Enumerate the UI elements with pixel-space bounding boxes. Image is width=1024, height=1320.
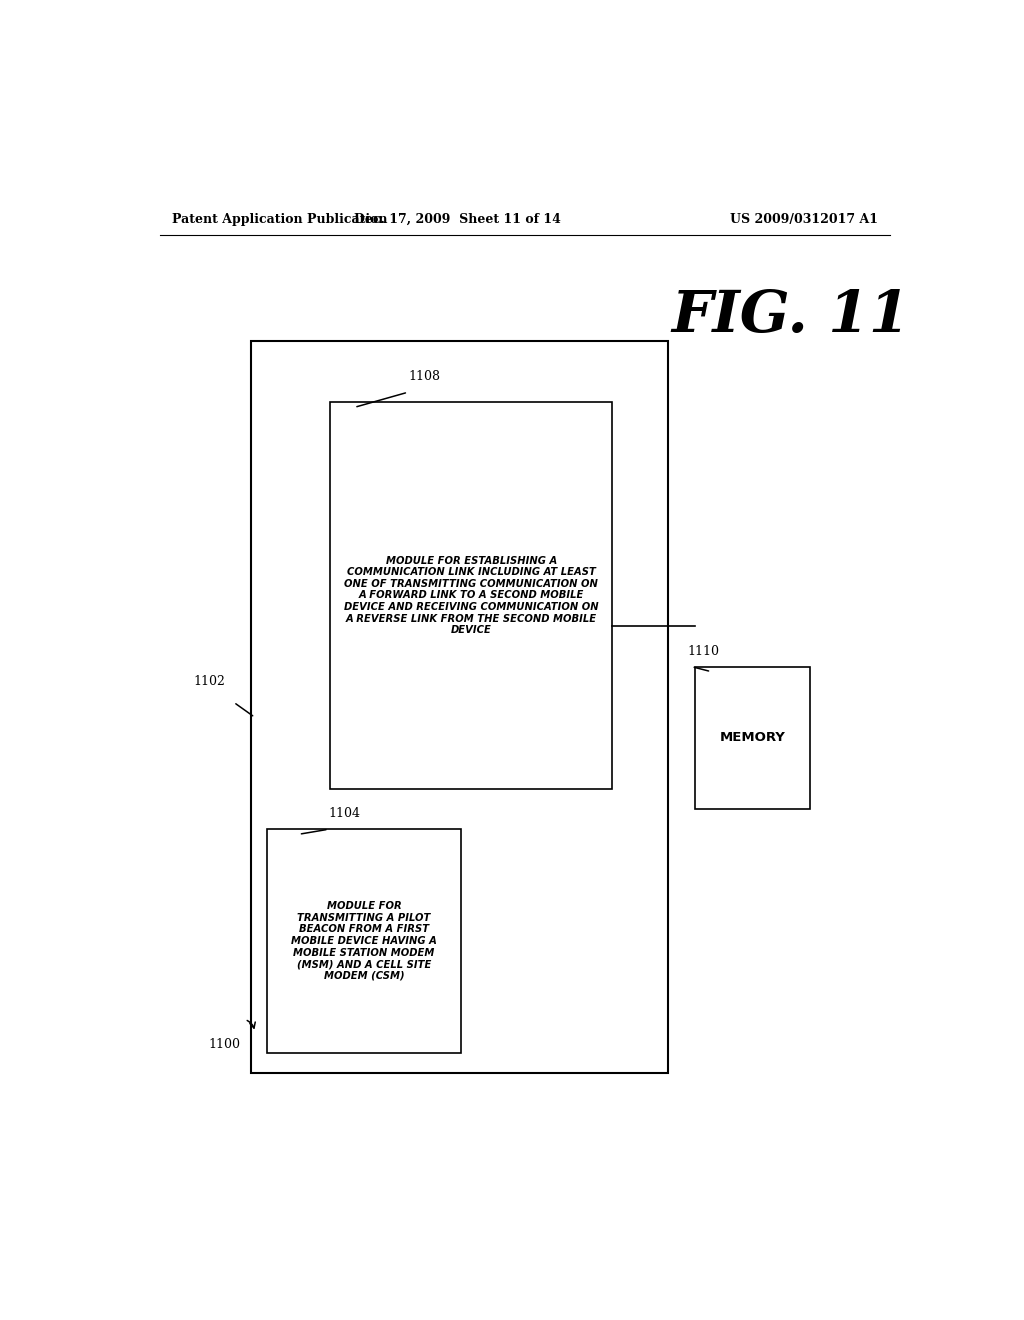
Text: Patent Application Publication: Patent Application Publication <box>172 213 387 226</box>
Bar <box>267 829 461 1053</box>
Text: 1108: 1108 <box>409 371 440 383</box>
Bar <box>695 667 811 809</box>
Text: MODULE FOR ESTABLISHING A
COMMUNICATION LINK INCLUDING AT LEAST
ONE OF TRANSMITT: MODULE FOR ESTABLISHING A COMMUNICATION … <box>344 556 599 635</box>
Text: 1102: 1102 <box>194 676 225 688</box>
Text: MEMORY: MEMORY <box>720 731 785 744</box>
Text: 1100: 1100 <box>209 1039 241 1051</box>
Text: Dec. 17, 2009  Sheet 11 of 14: Dec. 17, 2009 Sheet 11 of 14 <box>354 213 561 226</box>
Bar <box>251 342 668 1073</box>
Text: MODULE FOR
TRANSMITTING A PILOT
BEACON FROM A FIRST
MOBILE DEVICE HAVING A
MOBIL: MODULE FOR TRANSMITTING A PILOT BEACON F… <box>291 902 437 981</box>
Text: FIG. 11: FIG. 11 <box>672 288 910 345</box>
Bar <box>331 403 612 788</box>
Text: 1104: 1104 <box>329 808 360 821</box>
Text: US 2009/0312017 A1: US 2009/0312017 A1 <box>730 213 878 226</box>
Text: 1110: 1110 <box>687 645 720 657</box>
